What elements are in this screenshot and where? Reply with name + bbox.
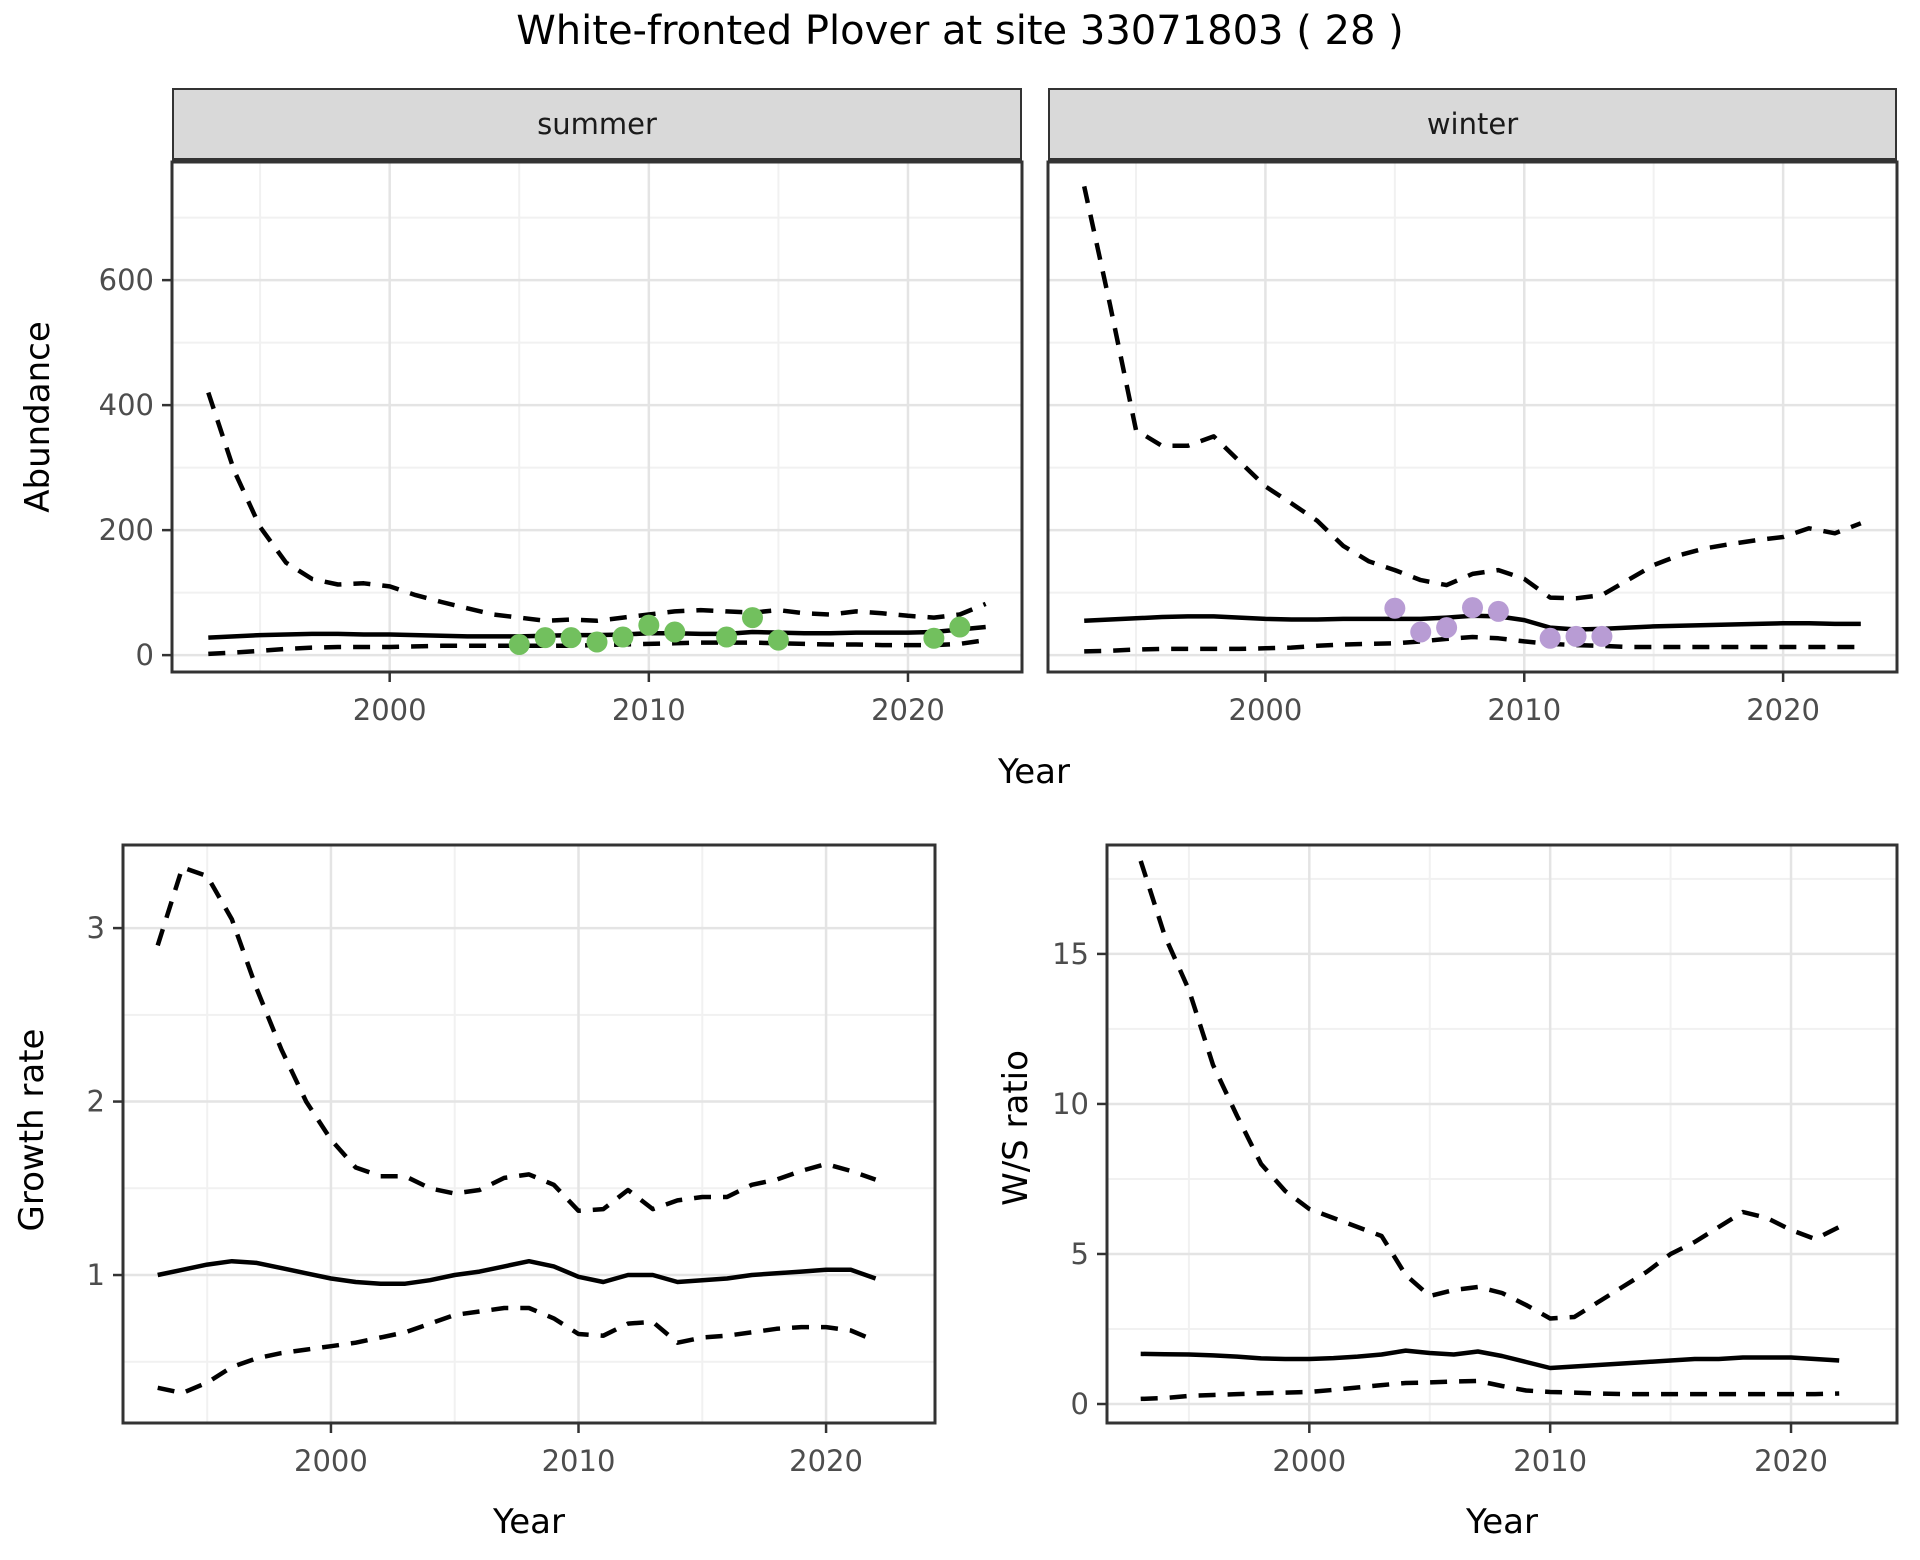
abundance-winter-panel-border bbox=[1046, 160, 1899, 674]
abundance-summer-y-tick-label: 200 bbox=[99, 513, 154, 547]
abundance-summer-panel-border bbox=[170, 160, 1024, 674]
abundance-summer-x-tick-label: 2000 bbox=[353, 693, 427, 727]
abundance-summer-data-point bbox=[741, 607, 763, 629]
ws-ratio-lower_ci-line bbox=[1140, 1378, 1840, 1402]
ws-ratio-panel-border bbox=[1105, 843, 1899, 1425]
x-axis-title-top: Year bbox=[998, 752, 1070, 792]
growth-rate-panel-border bbox=[121, 843, 937, 1425]
ws-ratio-y-tick-label: 10 bbox=[1052, 1087, 1089, 1121]
abundance-summer-data-point bbox=[923, 627, 945, 649]
abundance-winter-data-point bbox=[1487, 600, 1509, 622]
ws-ratio-y-tick-label: 0 bbox=[1071, 1387, 1089, 1421]
ws-ratio-x-tick-label: 2000 bbox=[1272, 1444, 1346, 1478]
abundance-summer-data-point bbox=[716, 626, 738, 648]
abundance-summer-y-tick-label: 0 bbox=[136, 638, 154, 672]
facet-strip-summer: summer bbox=[172, 88, 1022, 162]
abundance-summer-y-tick-label: 400 bbox=[99, 388, 154, 422]
growth-rate-y-tick-label: 2 bbox=[87, 1085, 105, 1119]
ws-ratio-y-tick-label: 5 bbox=[1071, 1237, 1089, 1271]
abundance-winter-data-point bbox=[1591, 625, 1613, 647]
facet-strip-summer-label: summer bbox=[537, 107, 657, 141]
ws-ratio-mean-line bbox=[1140, 1348, 1840, 1371]
abundance-summer-upper_ci-line bbox=[206, 391, 987, 624]
y-axis-title-growth-rate: Growth rate bbox=[12, 1028, 52, 1232]
abundance-summer-data-point bbox=[949, 616, 971, 638]
facet-strip-winter-label: winter bbox=[1426, 107, 1519, 141]
x-axis-title-ws: Year bbox=[1466, 1502, 1538, 1542]
abundance-winter-data-point bbox=[1410, 621, 1432, 643]
abundance-summer-x-tick-label: 2010 bbox=[612, 693, 686, 727]
abundance-summer-data-point bbox=[664, 621, 686, 643]
growth-rate-lower_ci-line bbox=[157, 1305, 877, 1396]
abundance-winter-data-point bbox=[1539, 627, 1561, 649]
abundance-summer-data-point bbox=[508, 634, 530, 655]
abundance-summer-data-point bbox=[612, 626, 634, 648]
page-title: White-fronted Plover at site 33071803 ( … bbox=[516, 8, 1404, 54]
abundance-winter-data-point bbox=[1384, 597, 1406, 619]
abundance-winter-x-tick-label: 2020 bbox=[1746, 693, 1820, 727]
abundance-winter-upper_ci-line bbox=[1082, 185, 1862, 601]
abundance-summer-x-tick-label: 2020 bbox=[871, 693, 945, 727]
abundance-winter-data-point bbox=[1565, 625, 1587, 647]
abundance-summer-data-point bbox=[560, 627, 582, 649]
growth-rate-mean-line bbox=[157, 1258, 877, 1286]
ws-ratio-x-tick-label: 2020 bbox=[1754, 1444, 1828, 1478]
growth-rate-x-tick-label: 2020 bbox=[789, 1444, 863, 1478]
ws-ratio-x-tick-label: 2010 bbox=[1513, 1444, 1587, 1478]
growth-rate-upper_ci-line bbox=[155, 865, 877, 1214]
growth-rate-y-tick-label: 1 bbox=[87, 1258, 105, 1292]
abundance-winter-x-tick-label: 2010 bbox=[1487, 693, 1561, 727]
ws-ratio-y-tick-label: 15 bbox=[1052, 937, 1089, 971]
abundance-summer-panel-bg bbox=[172, 162, 1022, 672]
growth-rate-y-tick-label: 3 bbox=[87, 911, 105, 945]
x-axis-title-growth: Year bbox=[493, 1502, 565, 1542]
ws-ratio-panel-bg bbox=[1107, 845, 1897, 1423]
abundance-summer-data-point bbox=[534, 627, 556, 649]
facet-strip-winter: winter bbox=[1048, 88, 1897, 162]
abundance-winter-panel-bg bbox=[1048, 162, 1897, 672]
y-axis-title-ws-ratio: W/S ratio bbox=[996, 1050, 1036, 1206]
growth-rate-x-tick-label: 2010 bbox=[542, 1444, 616, 1478]
abundance-winter-x-tick-label: 2000 bbox=[1229, 693, 1303, 727]
abundance-summer-data-point bbox=[586, 631, 608, 653]
growth-rate-x-tick-label: 2000 bbox=[294, 1444, 368, 1478]
ws-ratio-upper_ci-line bbox=[1138, 860, 1841, 1321]
abundance-summer-y-tick-label: 600 bbox=[99, 263, 154, 297]
abundance-winter-data-point bbox=[1436, 617, 1458, 639]
y-axis-title-abundance: Abundance bbox=[18, 321, 58, 513]
abundance-summer-data-point bbox=[767, 629, 789, 651]
growth-rate-panel-bg bbox=[123, 845, 935, 1423]
abundance-winter-data-point bbox=[1462, 597, 1483, 619]
abundance-summer-data-point bbox=[638, 614, 660, 636]
abundance-winter-lower_ci-line bbox=[1084, 634, 1861, 654]
